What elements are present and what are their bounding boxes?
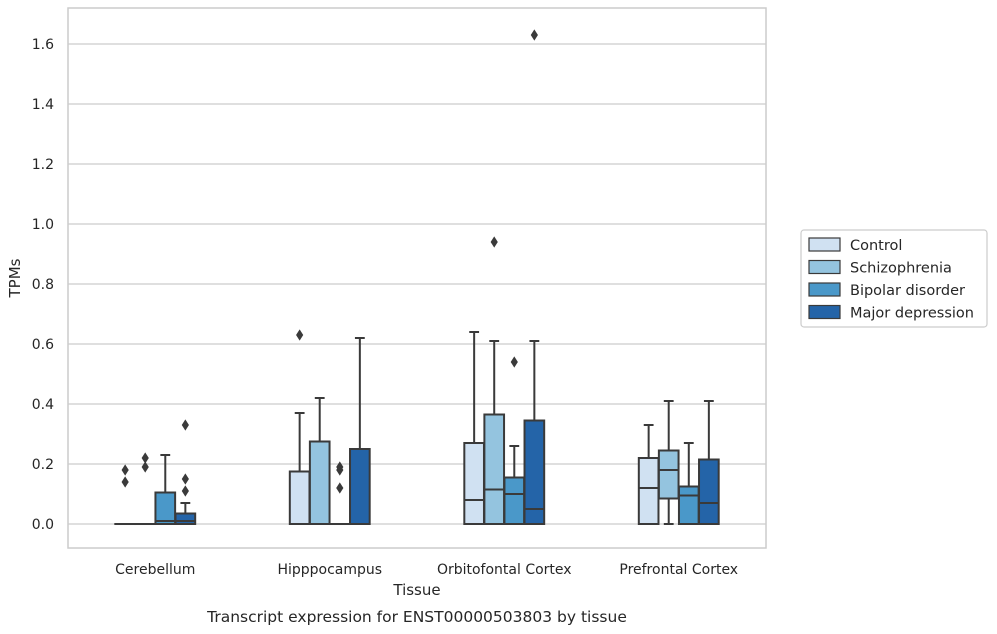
box-iqr [677,485,700,525]
box-control [288,329,311,525]
outlier-point [530,29,538,41]
outlier-point [141,452,149,464]
box-iqr [503,476,526,525]
outlier-point [336,482,344,494]
x-tick-label: Cerebellum [115,562,195,578]
box-control [637,424,660,525]
outlier-point [336,461,344,473]
outlier-point [141,461,149,473]
y-tick-label: 1.4 [32,97,54,113]
y-tick-label: 0.4 [32,397,54,413]
outlier-point [510,356,518,368]
legend-swatch [808,282,841,297]
box-iqr [174,512,197,525]
x-tick-label: Hipppocampus [277,562,382,578]
x-axis: Cerebellum Hipppocampus Orbitofontal Corte… [115,562,738,578]
plot-area [67,7,767,549]
box-groups [114,29,720,526]
box-bipolar-disorder [677,442,700,525]
legend-label: Major depression [850,306,974,322]
y-axis-title: TPMs [6,258,24,298]
box-schizophrenia [483,236,506,525]
box-iqr [154,491,177,525]
legend-frame [800,229,988,328]
x-tick-label: Orbitofontal Cortex [437,562,572,578]
outlier-point [181,473,189,485]
legend-label: Control [850,238,902,254]
legend-label: Schizophrenia [850,261,952,277]
y-tick-label: 0.2 [32,457,54,473]
outlier-point [181,485,189,497]
y-tick-label: 1.2 [32,157,54,173]
y-tick-label: 0.6 [32,337,54,353]
legend-swatch [808,237,841,252]
legend-label: Bipolar disorder [850,283,965,299]
legend: Control Schizophrenia Bipolar disorder Majo… [800,229,988,328]
outlier-point [181,419,189,431]
box-iqr [349,448,371,525]
box-iqr [308,440,331,525]
box-iqr [483,413,506,525]
box-major-depression [349,337,371,525]
legend-swatch [808,304,841,320]
y-tick-label: 0.8 [32,277,54,293]
box-major-depression [174,419,197,525]
box-schizophrenia [308,397,331,525]
gridlines [68,43,766,525]
box-iqr [523,419,546,525]
box-schizophrenia [134,452,157,526]
box-iqr [657,449,680,500]
outlier-point [296,329,304,341]
chart-caption: Transcript expression for ENST0000050380… [206,608,627,626]
x-tick-label: Prefrontal Cortex [619,562,738,578]
box-iqr [463,442,485,525]
x-axis-title: Tissue [392,581,440,599]
box-control [463,331,485,525]
box-major-depression [523,29,546,525]
y-axis: 0.0 0.2 0.4 0.6 0.8 1.0 1.2 1.4 1.6 [32,37,54,533]
box-major-depression [698,400,720,525]
y-tick-label: 1.6 [32,37,54,53]
box-iqr [288,470,311,525]
outlier-point [490,236,498,248]
outlier-point [121,464,129,476]
y-tick-label: 0.0 [32,517,54,533]
box-control [114,464,136,526]
box-iqr [698,458,720,525]
box-bipolar-disorder [328,461,351,526]
box-schizophrenia [657,400,680,525]
box-bipolar-disorder [503,356,526,525]
outlier-point [121,476,129,488]
y-tick-label: 1.0 [32,217,54,233]
legend-swatch [808,259,841,275]
box-bipolar-disorder [154,454,177,525]
box-iqr [637,457,660,525]
